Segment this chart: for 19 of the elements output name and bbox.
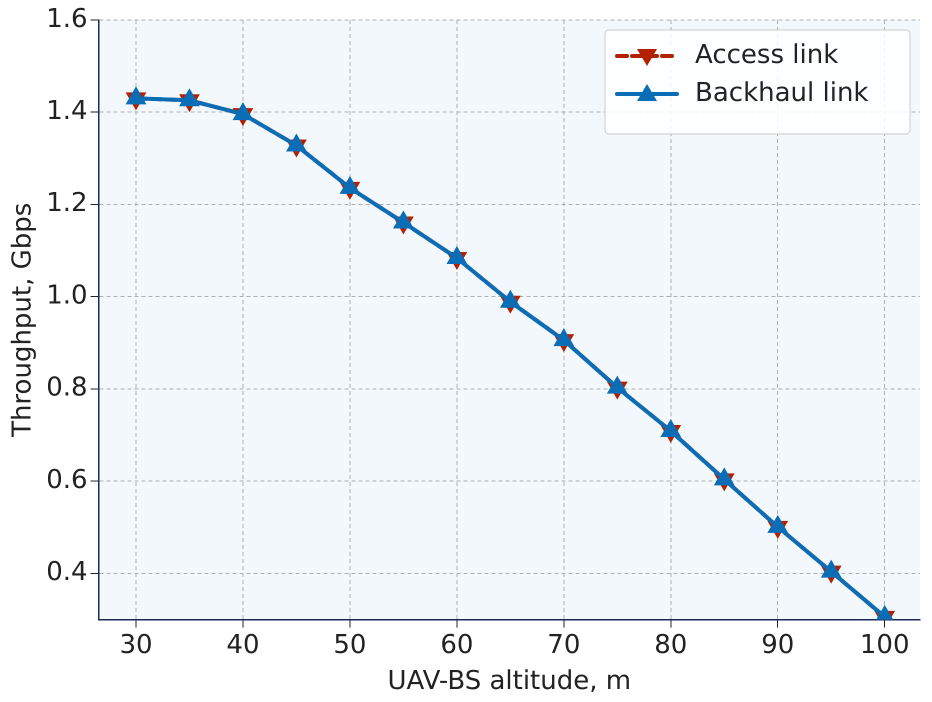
x-tick-label: 90 (761, 630, 794, 660)
x-tick-label: 80 (654, 630, 688, 660)
x-tick-label: 100 (860, 630, 910, 660)
x-tick-label: 70 (547, 630, 580, 660)
y-tick-label: 1.0 (46, 280, 88, 310)
legend-label: Access link (695, 40, 838, 70)
y-tick-label: 0.4 (46, 557, 88, 588)
y-tick-label: 0.6 (46, 464, 88, 495)
x-tick-label: 50 (333, 630, 366, 660)
legend-label: Backhaul link (695, 78, 868, 108)
x-tick-label: 60 (440, 630, 474, 660)
x-axis-title: UAV-BS altitude, m (387, 666, 632, 696)
y-tick-label: 1.6 (46, 4, 88, 34)
x-tick-label: 30 (119, 630, 153, 660)
y-axis-title: Throughput, Gbps (7, 202, 38, 438)
y-tick-label: 0.8 (46, 372, 88, 403)
x-tick-label: 40 (226, 630, 260, 660)
y-tick-label: 1.4 (46, 96, 88, 126)
y-tick-label: 1.2 (46, 188, 88, 218)
